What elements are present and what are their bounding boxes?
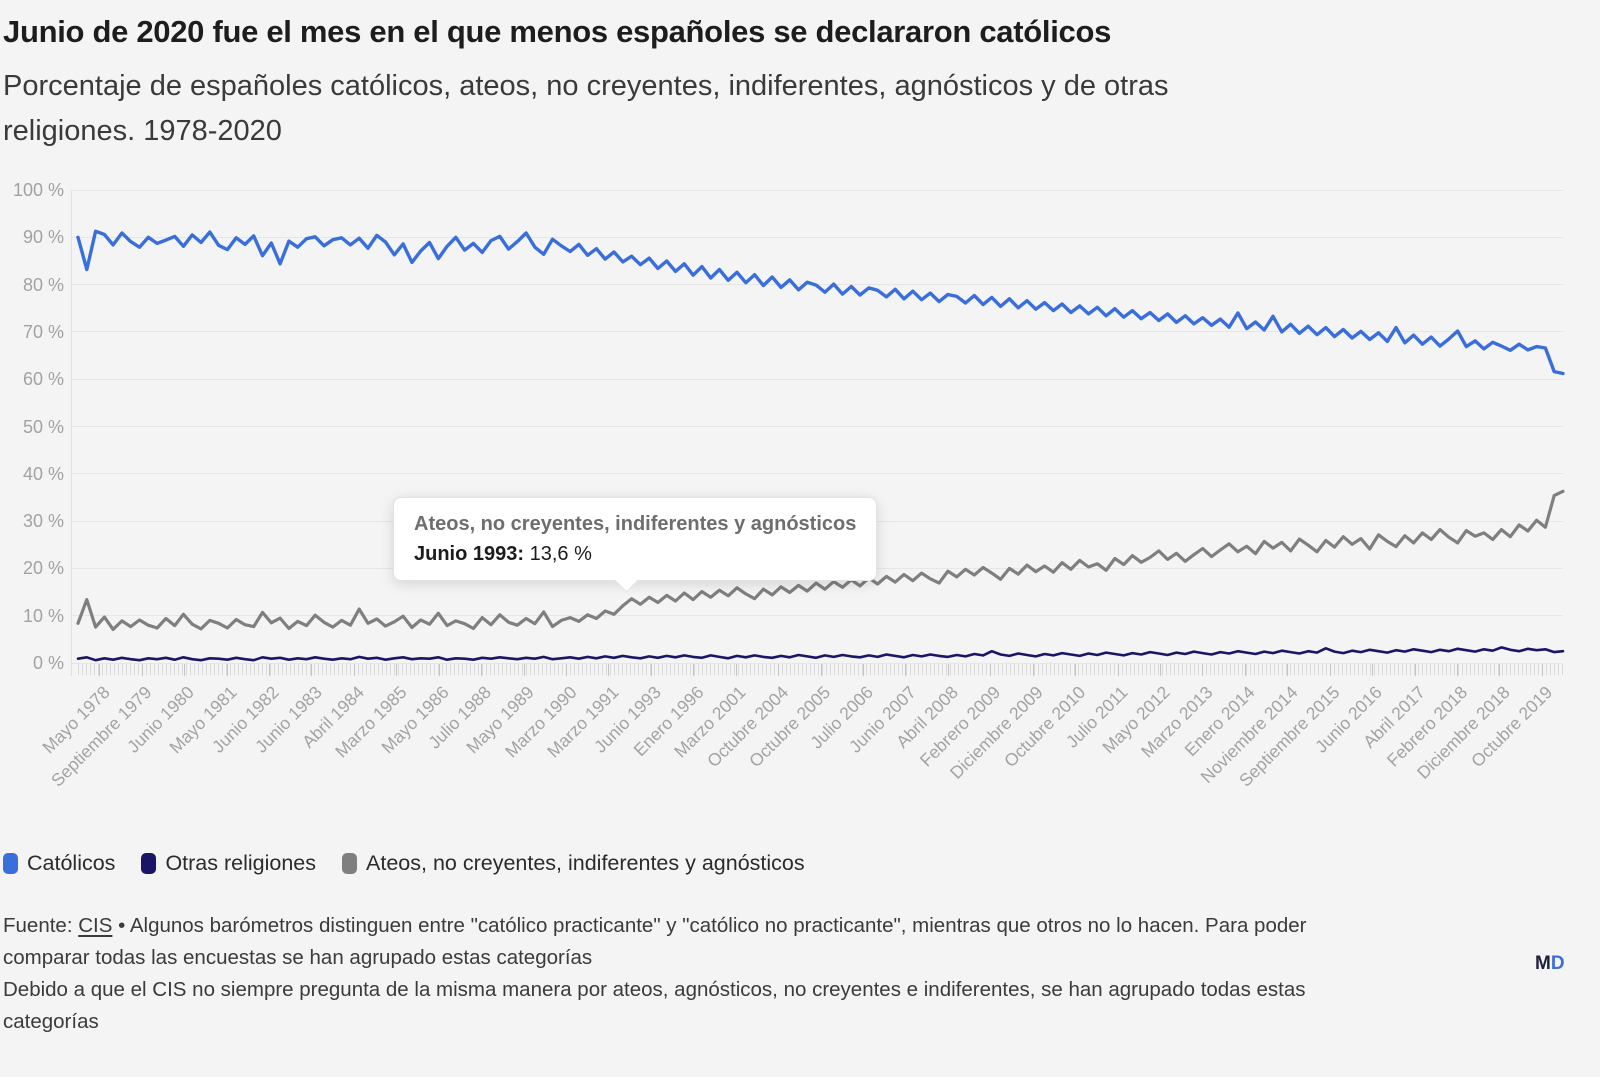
gridline (70, 426, 1563, 427)
legend-swatch-catolicos (3, 853, 18, 874)
gridline (70, 189, 1563, 191)
y-axis-label: 20 % (22, 558, 64, 579)
x-axis-tick (1372, 664, 1374, 676)
x-axis-tick (905, 664, 907, 676)
y-axis-label: 80 % (22, 274, 64, 295)
x-axis-tick (1075, 664, 1077, 676)
md-logo[interactable]: MD (1535, 953, 1565, 975)
x-axis-tick (1202, 664, 1204, 676)
chart-subtitle-line1: Porcentaje de españoles católicos, ateos… (3, 70, 1169, 102)
footnote: Fuente: CIS • Algunos barómetros disting… (3, 910, 1533, 1038)
x-axis-tick (226, 664, 228, 676)
y-axis-label: 10 % (22, 605, 64, 626)
legend: Católicos Otras religiones Ateos, no cre… (3, 851, 805, 876)
x-axis-tick (862, 664, 864, 676)
legend-item-otras-religiones: Otras religiones (141, 851, 316, 876)
x-axis-tick (396, 664, 398, 676)
y-axis-label: 0 % (32, 653, 64, 673)
legend-label-ateos: Ateos, no creyentes, indiferentes y agnó… (366, 851, 805, 875)
footnote-line-4: categorías (3, 1010, 99, 1033)
x-axis-tick (778, 664, 780, 676)
series-line-otras-religiones[interactable] (76, 646, 1565, 662)
x-axis-tick (565, 664, 567, 676)
source-label: Fuente: (3, 914, 79, 937)
x-axis-tick (947, 664, 949, 676)
series-line-ateos-no-creyentes-indiferentes-y-agn-sticos[interactable] (76, 489, 1565, 631)
y-axis-label: 30 % (22, 511, 64, 532)
x-axis-tick (141, 664, 143, 676)
x-axis-tick (1159, 664, 1161, 676)
md-logo-m: M (1535, 953, 1551, 974)
x-axis-tick (184, 664, 186, 676)
gridline (70, 378, 1563, 380)
footnote-line-3: Debido a que el CIS no siempre pregunta … (3, 978, 1306, 1001)
footnote-line-2: comparar todas las encuestas se han agru… (3, 946, 593, 969)
y-axis-label: 100 % (12, 180, 64, 200)
x-axis-tick (1117, 664, 1119, 676)
gridline (70, 473, 1563, 475)
chart-subtitle: Porcentaje de españoles católicos, ateos… (3, 64, 1563, 154)
tooltip-value: 13,6 % (529, 543, 592, 565)
tooltip-value-line: Junio 1993: 13,6 % (414, 543, 856, 566)
y-axis-line (71, 190, 72, 676)
x-axis-tick (311, 664, 313, 676)
legend-swatch-ateos (342, 853, 358, 874)
x-axis-tick (1329, 664, 1331, 676)
chart-subtitle-line2: religiones. 1978-2020 (3, 115, 282, 147)
gridline (70, 236, 1563, 238)
y-axis-label: 60 % (22, 369, 64, 390)
y-axis-label: 90 % (22, 227, 64, 248)
x-axis-tick (1032, 664, 1034, 676)
legend-swatch-otras-religiones (141, 853, 157, 874)
x-axis-tick (1244, 664, 1246, 676)
x-axis-tick (650, 664, 652, 676)
x-axis-tick (735, 664, 737, 676)
md-logo-d: D (1550, 953, 1565, 974)
x-axis-tick (99, 664, 101, 676)
x-axis-tick (523, 664, 525, 676)
x-axis-tick (353, 664, 355, 676)
x-axis-tick (1287, 664, 1289, 676)
x-axis-tick (990, 664, 992, 676)
chart-title: Junio de 2020 fue el mes en el que menos… (3, 14, 1112, 49)
tooltip-series-name: Ateos, no creyentes, indiferentes y agnó… (414, 513, 857, 535)
legend-label-otras-religiones: Otras religiones (165, 851, 317, 875)
y-axis-label: 70 % (22, 321, 64, 342)
x-axis-tick (268, 664, 270, 676)
series-lines (76, 229, 1565, 662)
x-axis-tick (1541, 664, 1543, 676)
footnote-line-1: Fuente: CIS • Algunos barómetros disting… (3, 910, 1533, 942)
legend-item-ateos: Ateos, no creyentes, indiferentes y agnó… (342, 851, 805, 876)
legend-item-catolicos: Católicos (3, 851, 115, 876)
gridline (70, 615, 1563, 617)
x-axis-tick (820, 664, 822, 676)
x-axis-tick (1456, 664, 1458, 676)
gridline (70, 662, 1563, 664)
tooltip: Ateos, no creyentes, indiferentes y agnó… (393, 497, 878, 593)
series-line-cat-licos[interactable] (76, 229, 1565, 376)
legend-label-catolicos: Católicos (27, 851, 116, 875)
x-axis-tick (1414, 664, 1416, 676)
x-axis-tick (693, 664, 695, 676)
x-axis-tick (481, 664, 483, 676)
tooltip-date-label: Junio 1993: (414, 543, 525, 565)
x-axis-tick (1499, 664, 1501, 676)
gridline (70, 331, 1563, 333)
x-axis-tick (608, 664, 610, 676)
footnote-text-1: • Algunos barómetros distinguen entre "c… (112, 914, 1307, 937)
source-link-cis[interactable]: CIS (78, 914, 113, 937)
x-axis-tick (438, 664, 440, 676)
y-axis-label: 50 % (22, 416, 64, 437)
y-axis-label: 40 % (22, 463, 64, 484)
